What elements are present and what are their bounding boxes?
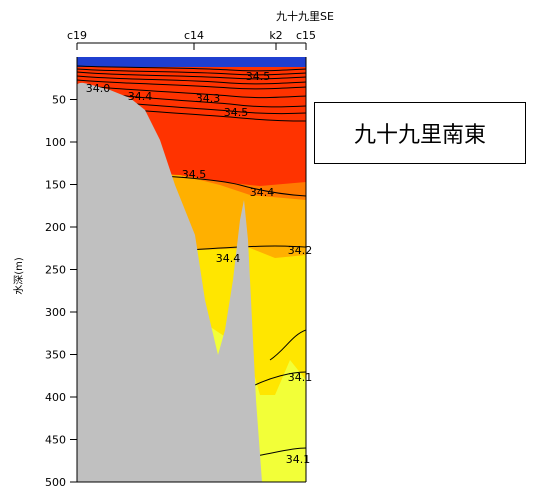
y-tick-label: 100 bbox=[45, 136, 66, 149]
bathymetry bbox=[77, 82, 262, 482]
y-axis-ticks: 50 100 150 200 250 300 350 400 450 500 bbox=[45, 94, 77, 486]
plot-area bbox=[77, 57, 306, 482]
station-label: c15 bbox=[296, 29, 316, 42]
contour-label: 34.5 bbox=[182, 168, 207, 181]
contour-label: 34.5 bbox=[246, 70, 271, 83]
y-tick-label: 250 bbox=[45, 264, 66, 277]
contour-label: 34.4 bbox=[250, 186, 275, 199]
y-tick-label: 50 bbox=[52, 94, 66, 107]
surface-blue-layer bbox=[77, 57, 306, 67]
y-tick-label: 300 bbox=[45, 306, 66, 319]
contour-label: 34.4 bbox=[216, 252, 241, 265]
y-tick-label: 500 bbox=[45, 476, 66, 486]
y-tick-label: 150 bbox=[45, 179, 66, 192]
y-tick-label: 200 bbox=[45, 221, 66, 234]
contour-label: 34.1 bbox=[286, 453, 311, 466]
contour-label: 34.3 bbox=[196, 92, 221, 105]
station-markers: c19 c14 k2 c15 bbox=[67, 29, 316, 50]
contour-label: 34.1 bbox=[288, 371, 313, 384]
contour-label: 34.5 bbox=[224, 106, 249, 119]
y-tick-label: 350 bbox=[45, 349, 66, 362]
section-label: 九十九里SE bbox=[276, 10, 334, 23]
contour-label: 34.2 bbox=[288, 244, 313, 257]
contour-label: 34.0 bbox=[86, 82, 111, 95]
station-label: c19 bbox=[67, 29, 87, 42]
y-tick-label: 400 bbox=[45, 391, 66, 404]
contour-label: 34.4 bbox=[128, 90, 153, 103]
lower-contour-lines bbox=[149, 174, 306, 457]
station-label: k2 bbox=[269, 29, 282, 42]
station-label: c14 bbox=[184, 29, 204, 42]
chart-title-box: 九十九里南東 bbox=[314, 102, 526, 164]
y-tick-label: 450 bbox=[45, 434, 66, 447]
y-axis-label: 水深(m) bbox=[13, 257, 25, 295]
